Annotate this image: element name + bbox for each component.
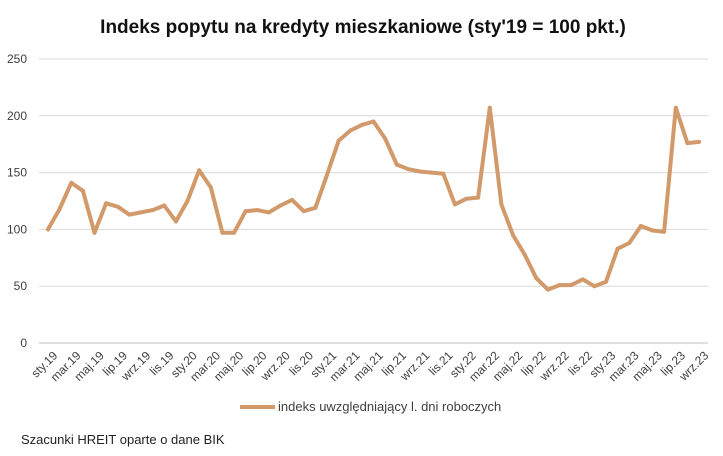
data-point [383,136,388,141]
data-point [464,196,469,201]
data-point [266,210,271,215]
data-point [615,246,620,251]
data-point [255,208,260,213]
data-point [534,276,539,281]
data-points [46,105,701,292]
data-point [604,279,608,284]
data-point [220,230,225,235]
series-line [46,105,701,292]
series-group [46,105,701,292]
data-point [92,230,97,235]
data-point [522,252,527,257]
data-point [197,168,202,173]
chart-title: Indeks popytu na kredyty mieszkaniowe (s… [100,17,626,38]
data-point [290,197,295,202]
data-point [139,210,143,215]
data-point [127,212,132,217]
data-point [46,227,50,232]
data-point [359,122,364,127]
data-point [104,201,109,206]
data-point [57,207,62,211]
data-point [487,105,492,110]
y-axis-tick-labels: 0 50 100 150 200 250 [7,52,27,350]
data-point [394,162,399,167]
data-point [150,208,155,213]
data-point [638,224,643,228]
data-point [476,195,481,200]
data-point [499,202,504,207]
data-point [511,233,515,238]
y-tick-label: 100 [7,222,27,236]
data-point [208,185,213,190]
data-point [313,205,318,210]
data-point [650,228,655,233]
data-point [173,219,178,224]
data-point [115,204,120,209]
data-point [592,284,597,289]
x-axis-tick-labels: sty.19mar.19maj.19lip.19wrz.19lis.19sty.… [28,348,711,384]
y-tick-label: 200 [7,109,27,123]
legend: indeks uwzględniający l. dni roboczych [240,399,501,414]
data-point [662,229,667,234]
data-point [627,241,632,245]
data-point [243,209,248,214]
data-point [441,171,446,176]
data-point [80,188,85,193]
data-point [336,138,341,143]
source-note: Szacunki HREIT oparte o dane BIK [21,432,225,447]
data-point [325,172,329,177]
data-point [162,203,167,208]
data-point [406,167,411,172]
data-point [418,169,422,174]
data-point [278,203,283,208]
data-point [673,105,678,110]
data-point [569,283,574,288]
y-tick-label: 250 [7,52,27,66]
data-point [557,283,562,288]
data-point [545,287,550,292]
data-point [69,180,74,185]
data-point [697,139,701,144]
data-point [580,277,585,282]
data-point [232,230,236,235]
data-point [685,141,690,146]
data-point [429,170,434,175]
data-point [185,199,190,203]
legend-label: indeks uwzględniający l. dni roboczych [278,399,501,414]
data-point [301,209,306,214]
data-point [452,202,457,207]
y-tick-label: 0 [20,336,27,350]
y-tick-label: 150 [7,166,27,180]
y-tick-label: 50 [14,279,28,293]
gridlines [39,58,708,287]
data-point [348,128,353,133]
data-point [371,119,376,124]
